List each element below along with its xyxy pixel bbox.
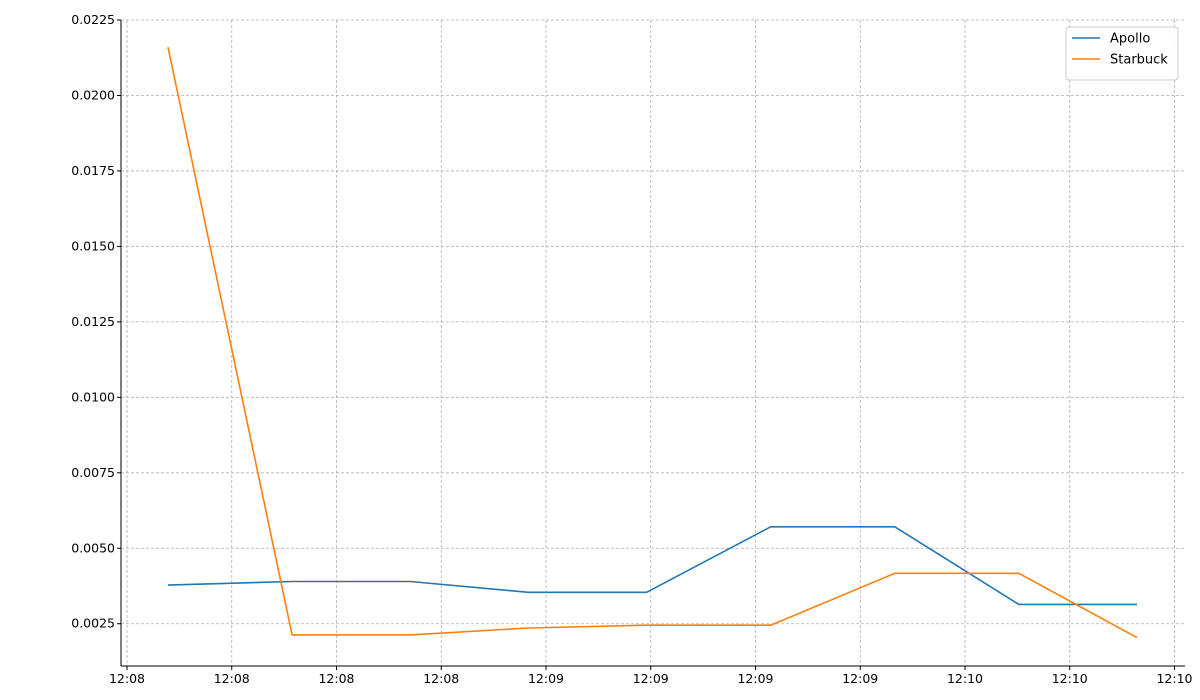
y-tick-label: 0.0200 (71, 87, 115, 102)
legend-box (1065, 26, 1179, 81)
y-tick-label: 0.0175 (71, 163, 115, 178)
axes (120, 20, 1185, 667)
x-tick-label: 12:09 (633, 671, 669, 686)
y-tick-label: 0.0050 (71, 540, 115, 555)
y-tick-label: 0.0100 (71, 389, 115, 404)
grid (121, 19, 1185, 666)
x-tick-label: 12:08 (214, 671, 250, 686)
series-lines (167, 47, 1138, 639)
x-tick-label: 12:08 (423, 671, 459, 686)
x-tick-label: 12:09 (528, 671, 564, 686)
legend: Apollo Starbuck (1065, 26, 1179, 81)
x-tick-label: 12:10 (1156, 671, 1192, 686)
legend-label-apollo: Apollo (1110, 32, 1150, 47)
series-line-apollo (167, 525, 1137, 606)
legend-label-starbuck: Starbuck (1110, 53, 1168, 68)
x-tick-label: 12:08 (318, 671, 354, 686)
series-line-starbuck (167, 47, 1138, 639)
x-tick-label: 12:09 (737, 671, 773, 686)
x-tick-label: 12:10 (1052, 671, 1088, 686)
y-ticks: 0.0025 0.0050 0.0075 0.0100 0.0125 0.0150 0.01… (71, 12, 121, 631)
y-tick-label: 0.0025 (71, 616, 115, 631)
y-tick-label: 0.0150 (71, 238, 115, 253)
y-tick-label: 0.0225 (71, 12, 115, 27)
x-tick-label: 12:10 (947, 671, 983, 686)
x-ticks: 12:08 12:08 12:08 12:08 12:09 12:09 12:09 12:09… (109, 666, 1193, 686)
x-tick-label: 12:08 (109, 671, 145, 686)
y-tick-label: 0.0125 (71, 314, 115, 329)
y-tick-label: 0.0075 (71, 465, 115, 480)
x-tick-label: 12:09 (842, 671, 878, 686)
